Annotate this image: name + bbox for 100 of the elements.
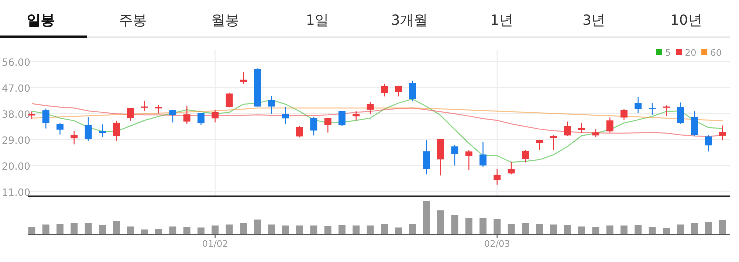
candlestick (70, 130, 78, 146)
candlestick (113, 120, 120, 142)
bar (466, 218, 473, 234)
bar (113, 221, 120, 234)
text: 3년 (582, 13, 606, 29)
legend-label: 20 (685, 49, 697, 59)
bar (423, 201, 430, 234)
candlestick (170, 109, 177, 124)
bar (184, 227, 191, 234)
candlestick (423, 140, 430, 176)
bar (352, 226, 360, 234)
candlestick (437, 138, 444, 176)
candlestick (184, 105, 191, 125)
candlestick (606, 117, 614, 134)
bar (452, 215, 459, 234)
candlestick (648, 102, 656, 116)
candlestick (226, 92, 233, 108)
candlestick (466, 150, 473, 171)
y-tick-label: 20.00 (2, 162, 31, 173)
x-tick-label: 02/03 (484, 240, 510, 250)
text: 1일 (306, 13, 330, 29)
bar (99, 225, 106, 234)
bar (28, 227, 36, 234)
bar (198, 228, 205, 234)
candlestick (634, 96, 642, 114)
candlestick (452, 144, 459, 166)
candlestick (564, 121, 572, 137)
y-tick-label: 11.00 (2, 188, 31, 199)
candlestick (352, 110, 360, 122)
bar (480, 218, 487, 234)
candlestick (42, 108, 50, 130)
candlestick (127, 108, 134, 122)
bar (141, 230, 148, 234)
candlestick (99, 124, 106, 138)
bar (592, 227, 600, 234)
bar (170, 226, 177, 234)
bar (494, 219, 501, 234)
candlestick (324, 118, 332, 134)
text: 10년 (670, 13, 702, 29)
bar (663, 228, 670, 234)
candlestick (691, 110, 698, 136)
bar (366, 226, 374, 234)
candlestick (480, 142, 487, 168)
text: 일봉 (27, 13, 55, 29)
bar (677, 224, 684, 234)
bar (226, 224, 233, 234)
candlestick (536, 140, 544, 151)
candlestick (578, 122, 586, 134)
candlestick (677, 102, 684, 125)
bar (550, 224, 558, 234)
candlestick (338, 110, 346, 127)
candlestick (381, 83, 388, 98)
candlestick (366, 102, 374, 116)
text: 월봉 (211, 13, 240, 29)
candlestick (508, 161, 515, 176)
bar (522, 223, 530, 234)
y-tick-label: 47.00 (2, 84, 31, 95)
bar (409, 224, 416, 234)
bar (212, 226, 219, 234)
bar (620, 226, 628, 234)
bar (310, 226, 318, 234)
bar (606, 226, 614, 234)
candlestick (282, 106, 290, 125)
bar (42, 224, 50, 234)
bar (437, 210, 444, 234)
candlestick (409, 80, 416, 102)
bar (536, 224, 544, 234)
y-tick-label: 38.00 (2, 110, 31, 121)
candlestick (84, 116, 92, 142)
bar (268, 224, 276, 234)
bar (296, 226, 304, 234)
bar (508, 224, 515, 234)
bar (691, 223, 698, 234)
bar (155, 229, 162, 234)
candlestick (296, 126, 304, 138)
bar (648, 227, 656, 234)
bar (240, 223, 248, 234)
candlestick (522, 150, 530, 164)
bar (70, 223, 78, 234)
bar (127, 226, 134, 234)
text: 주봉 (119, 13, 148, 29)
bar (56, 224, 64, 234)
legend-label: 5 (665, 49, 672, 59)
bar (578, 226, 586, 234)
candlestick (198, 112, 205, 126)
bar (84, 223, 92, 234)
candlestick (494, 168, 501, 186)
bar (395, 228, 402, 234)
candlestick (719, 125, 726, 142)
candlestick (705, 134, 712, 152)
candlestick (620, 108, 628, 121)
candlestick (268, 96, 276, 114)
bar (254, 220, 262, 234)
legend-label: 60 (710, 49, 722, 59)
bar (719, 220, 726, 234)
candlestick (550, 134, 558, 151)
bar (705, 222, 712, 234)
bar (282, 226, 290, 234)
bar (324, 226, 332, 234)
y-tick-label: 56.00 (2, 58, 31, 69)
